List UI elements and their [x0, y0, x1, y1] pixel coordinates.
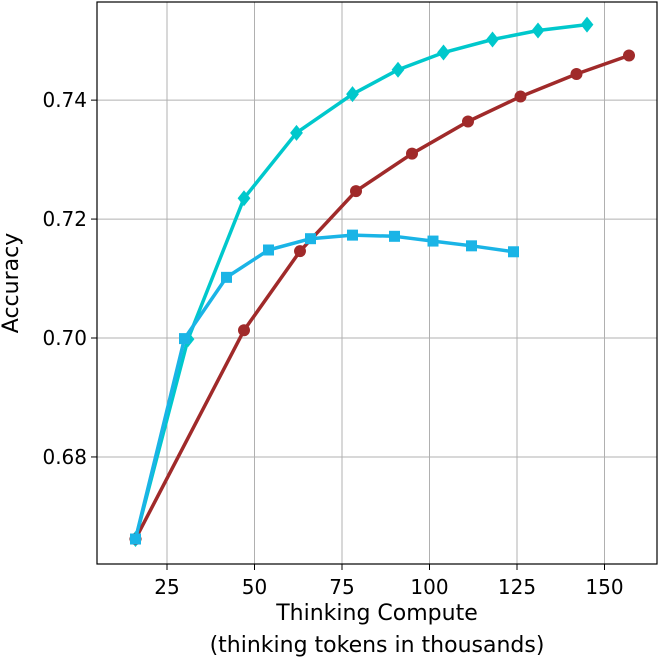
y-tick-label: 0.70	[42, 326, 87, 350]
x-tick-label: 100	[410, 575, 448, 599]
x-axis-title: Thinking Compute	[275, 601, 478, 626]
series-square	[130, 229, 519, 545]
data-point	[508, 246, 519, 258]
data-point	[580, 16, 594, 33]
data-point	[531, 22, 545, 39]
data-point	[437, 44, 450, 61]
y-axis-title: Accuracy	[0, 233, 24, 333]
data-point	[305, 233, 316, 245]
data-point	[427, 235, 439, 247]
data-point	[290, 124, 303, 141]
data-point	[221, 271, 232, 283]
axis-ticks: 25 50 75 100 125 150 0.68 0.70 0.72 0.74	[42, 88, 623, 599]
y-tick-label: 0.74	[42, 88, 87, 112]
data-point	[347, 229, 358, 241]
y-tick-label: 0.72	[42, 207, 87, 231]
data-point	[389, 230, 400, 242]
series-layer	[129, 16, 635, 548]
x-tick-label: 125	[498, 575, 536, 599]
x-tick-label: 150	[585, 575, 623, 599]
series-line	[133, 233, 516, 541]
plot-frame	[96, 1, 658, 565]
data-point	[238, 324, 250, 337]
data-point	[130, 533, 141, 545]
grid-lines	[97, 2, 657, 564]
data-point	[391, 61, 405, 78]
data-point	[263, 244, 274, 256]
data-point	[466, 240, 477, 252]
x-axis-subtitle: (thinking tokens in thousands)	[210, 633, 545, 658]
x-tick-label: 25	[154, 575, 179, 599]
data-point	[237, 190, 251, 207]
data-point	[623, 49, 635, 62]
y-tick-label: 0.68	[42, 445, 87, 469]
data-point	[350, 185, 362, 198]
data-point	[486, 31, 499, 48]
data-point	[462, 115, 474, 128]
data-point	[406, 147, 418, 160]
data-point	[294, 245, 306, 258]
data-point	[346, 86, 359, 103]
series-line	[133, 53, 631, 541]
data-point	[179, 333, 190, 345]
x-tick-label: 50	[242, 575, 267, 599]
x-tick-label: 75	[329, 575, 354, 599]
data-point	[514, 90, 527, 103]
series-line	[133, 22, 589, 541]
data-point	[570, 67, 583, 80]
